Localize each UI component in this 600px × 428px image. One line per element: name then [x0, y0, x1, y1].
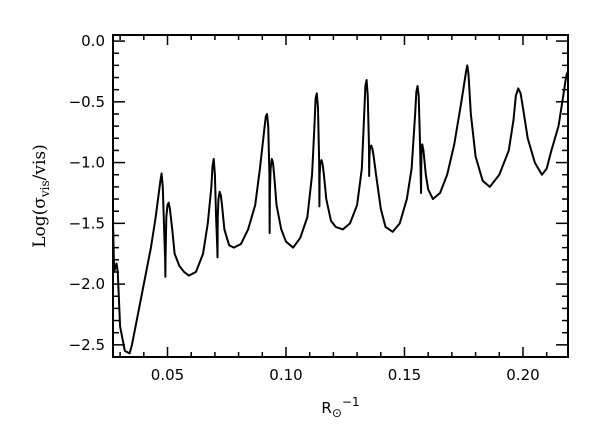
- y-tick-label: −1.0: [69, 154, 105, 172]
- x-tick-label: 0.10: [269, 366, 302, 384]
- y-tick-label: −2.5: [69, 336, 105, 354]
- x-axis-ticks: 0.05 0.10 0.15 0.20: [119, 35, 548, 384]
- plot-frame: [112, 34, 569, 358]
- x-axis-label: R⊙−1: [321, 395, 359, 420]
- x-tick-label: 0.05: [151, 366, 184, 384]
- y-axis-ticks: 0.0 −0.5 −1.0 −1.5 −2.0 −2.5: [69, 32, 568, 354]
- y-tick-label: −1.5: [69, 214, 105, 232]
- series-line: [112, 64, 569, 355]
- y-tick-label: −2.0: [69, 275, 105, 293]
- x-tick-label: 0.15: [388, 366, 421, 384]
- y-tick-label: −0.5: [69, 93, 105, 111]
- y-tick-label: 0.0: [81, 32, 105, 50]
- y-axis-label: Log(σvis/vis): [30, 144, 52, 248]
- x-tick-label: 0.20: [506, 366, 539, 384]
